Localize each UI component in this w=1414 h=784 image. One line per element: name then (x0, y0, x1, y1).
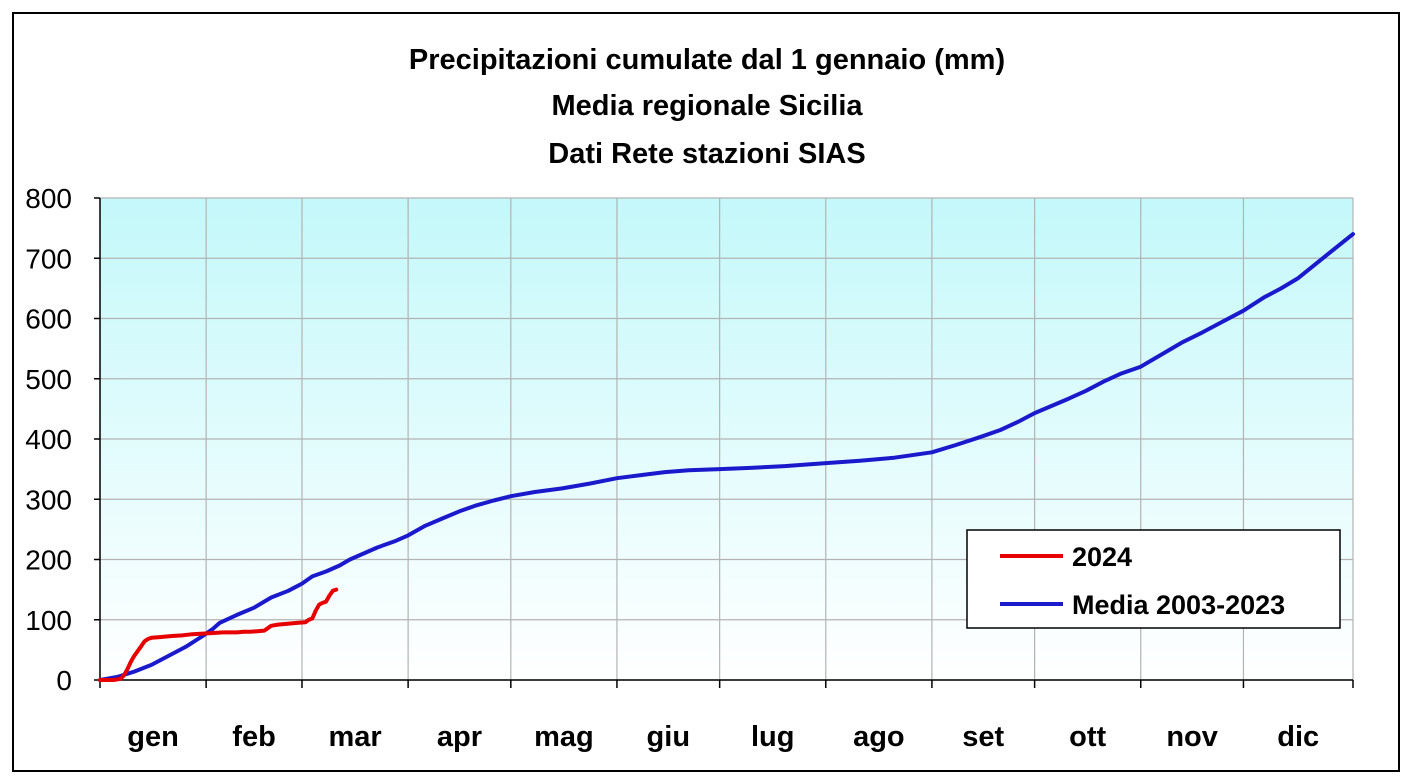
series-line-0 (98, 587, 339, 682)
legend-box (966, 529, 1341, 629)
x-tick-label: feb (232, 721, 276, 753)
x-tick-label: nov (1166, 721, 1218, 753)
y-tick-label: 200 (25, 545, 72, 576)
chart-title: Precipitazioni cumulate dal 1 gennaio (m… (408, 44, 1006, 76)
x-tick-label: dic (1277, 721, 1319, 753)
x-tick-label: ago (853, 721, 905, 753)
x-tick-label: apr (437, 721, 482, 753)
y-tick-label: 800 (25, 183, 72, 214)
y-tick-label: 300 (25, 484, 72, 515)
legend-label: Media 2003-2023 (1072, 590, 1285, 620)
x-tick-label: gen (127, 721, 179, 753)
x-tick-label: ott (1069, 721, 1106, 753)
y-tick-label: 700 (25, 243, 72, 274)
legend: 2024 Media 2003-2023 (966, 529, 1341, 629)
y-tick-label: 500 (25, 364, 72, 395)
y-tick-label: 100 (25, 605, 72, 636)
legend-label: 2024 (1072, 542, 1132, 572)
x-tick-label: set (962, 721, 1004, 753)
y-tick-label: 400 (25, 424, 72, 455)
y-tick-label: 0 (56, 665, 72, 696)
x-tick-label: mag (534, 721, 594, 753)
chart-subtitle-1: Media regionale Sicilia (551, 90, 863, 122)
x-tick-label: mar (328, 721, 381, 753)
series-line-1 (98, 232, 1355, 682)
x-tick-label: giu (647, 721, 691, 753)
x-tick-label: lug (751, 721, 795, 753)
y-tick-label: 600 (25, 304, 72, 335)
chart-subtitle-2: Dati Rete stazioni SIAS (548, 138, 866, 170)
